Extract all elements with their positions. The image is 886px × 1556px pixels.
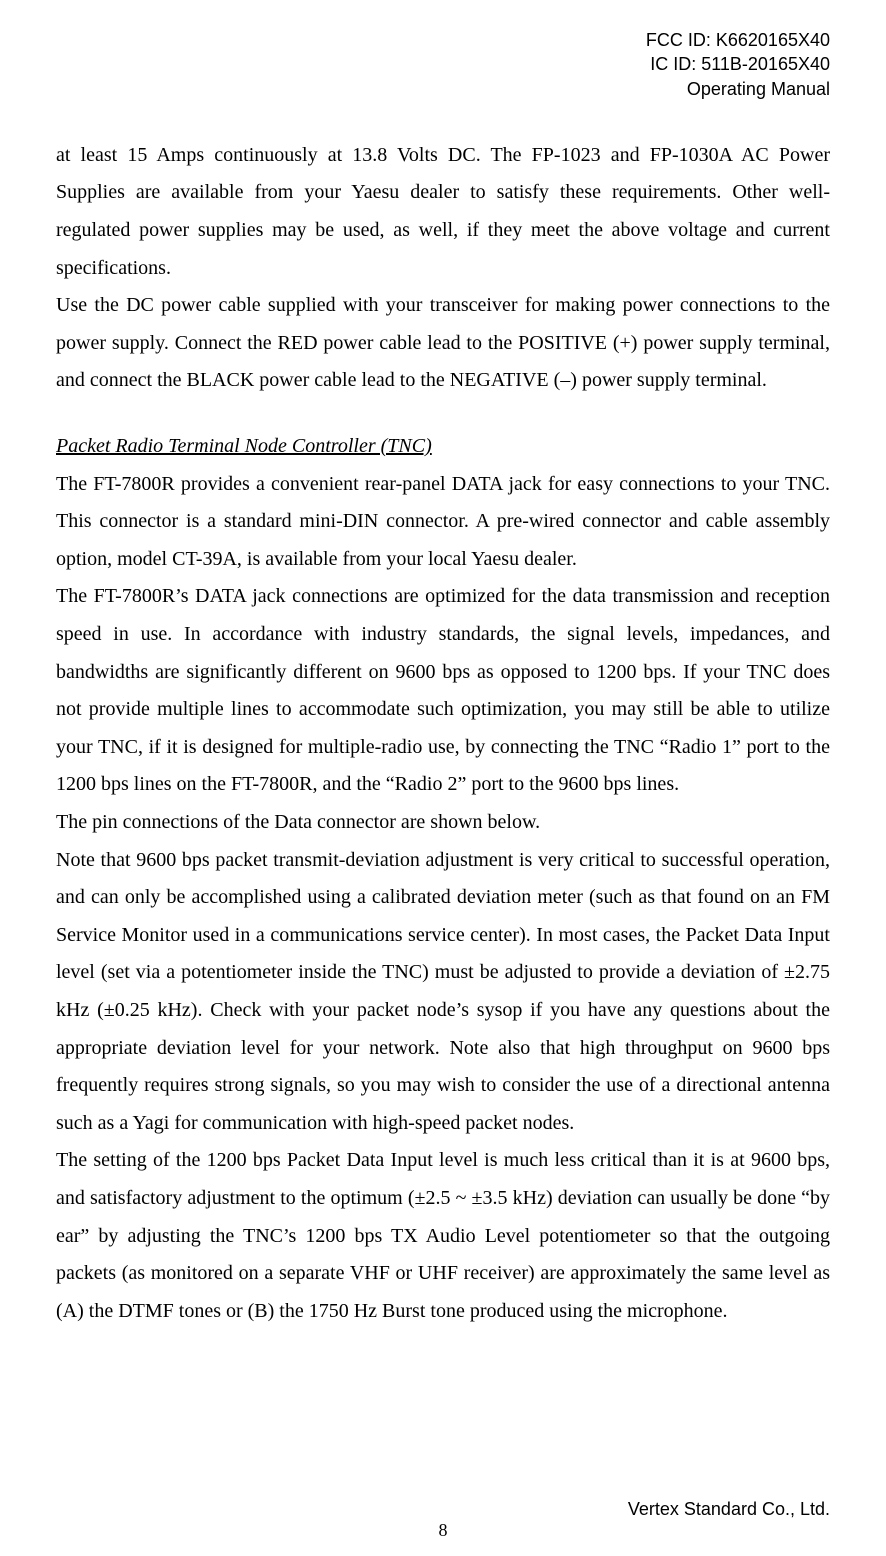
ic-id-line: IC ID: 511B-20165X40 bbox=[56, 52, 830, 76]
paragraph: The setting of the 1200 bps Packet Data … bbox=[56, 1142, 830, 1330]
paragraph: Note that 9600 bps packet transmit-devia… bbox=[56, 842, 830, 1143]
section-heading-tnc: Packet Radio Terminal Node Controller (T… bbox=[56, 428, 830, 466]
spacer bbox=[56, 400, 830, 428]
manual-page: FCC ID: K6620165X40 IC ID: 511B-20165X40… bbox=[0, 0, 886, 1556]
paragraph: The pin connections of the Data connecto… bbox=[56, 804, 830, 842]
paragraph: The FT-7800R’s DATA jack connections are… bbox=[56, 578, 830, 804]
fcc-id-line: FCC ID: K6620165X40 bbox=[56, 28, 830, 52]
page-body: at least 15 Amps continuously at 13.8 Vo… bbox=[56, 137, 830, 1516]
footer-company: Vertex Standard Co., Ltd. bbox=[628, 1499, 830, 1520]
paragraph: Use the DC power cable supplied with you… bbox=[56, 287, 830, 400]
page-number: 8 bbox=[56, 1520, 830, 1541]
doc-type-line: Operating Manual bbox=[56, 77, 830, 101]
paragraph: The FT-7800R provides a convenient rear-… bbox=[56, 466, 830, 579]
paragraph: at least 15 Amps continuously at 13.8 Vo… bbox=[56, 137, 830, 287]
page-header: FCC ID: K6620165X40 IC ID: 511B-20165X40… bbox=[56, 28, 830, 101]
